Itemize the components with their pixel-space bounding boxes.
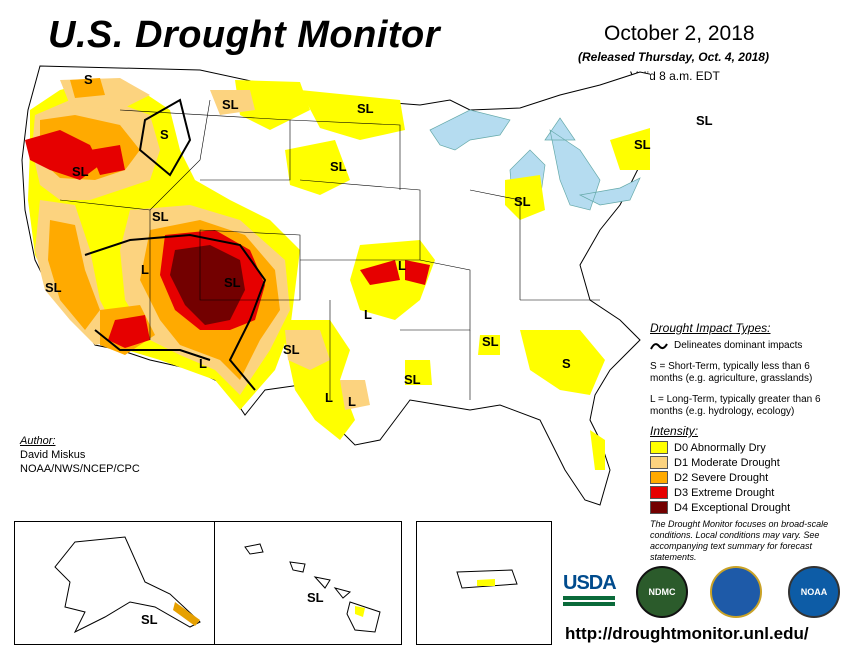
legend-swatch [650,441,668,454]
ndmc-logo: NDMC [636,566,688,618]
impact-line-icon [650,343,668,350]
legend-d0: D0 Abnormally Dry [650,440,845,455]
release-date: (Released Thursday, Oct. 4, 2018) [578,50,769,64]
legend-swatch [650,486,668,499]
map-label-s: S [160,127,169,142]
hawaii-map [244,543,381,633]
alaska-map [54,536,201,634]
map-label-s: S [84,72,93,87]
map-label-sl: SL [222,97,239,112]
d4-areas [170,245,245,325]
map-label-sl: SL [72,164,89,179]
map-label-l: L [364,307,372,322]
impact-legend: Drought Impact Types: Delineates dominan… [650,322,845,427]
map-label-sl: SL [283,342,300,357]
state-borders [59,99,600,400]
impact-line-text: Delineates dominant impacts [674,340,803,351]
puerto-rico-map [456,569,518,589]
impact-s-def: S = Short-Term, typically less than 6 mo… [650,361,813,384]
map-label-sl: SL [152,209,169,224]
website-link[interactable]: http://droughtmonitor.unl.edu/ [565,624,809,643]
conus-drought-map [21,65,650,506]
impact-lines [84,98,267,391]
legend-label: D3 Extreme Drought [674,486,775,499]
hawaii-label-sl: SL [307,590,324,605]
map-label-l: L [325,390,333,405]
map-label-l: L [141,262,149,277]
legend-d1: D1 Moderate Drought [650,455,845,470]
map-label-l: L [348,394,356,409]
valid-time: Valid 8 a.m. EDT [630,69,720,83]
map-label-sl: SL [514,194,531,209]
hawaii-inset: SL [214,521,402,645]
doc-seal-logo [710,566,762,618]
map-label-sl: SL [357,101,374,116]
legend-label: D4 Exceptional Drought [674,501,791,514]
intensity-heading: Intensity: [650,424,699,438]
map-label-s: S [562,356,571,371]
page-title: U.S. Drought Monitor [48,14,441,56]
map-label-sl: SL [330,159,347,174]
map-label-sl: SL [224,275,241,290]
usda-logo: USDA [563,572,617,612]
legend-swatch [650,501,668,514]
impact-line-row: Delineates dominant impacts [650,340,845,352]
impact-l-def: L = Long-Term, typically greater than 6 … [650,394,821,417]
impact-heading: Drought Impact Types: [650,321,771,335]
map-label-sl: SL [634,137,651,152]
legend-d4: D4 Exceptional Drought [650,500,845,515]
map-label-sl: SL [404,372,421,387]
legend-label: D2 Severe Drought [674,471,769,484]
noaa-logo: NOAA [788,566,840,618]
author-name: David Miskus [20,449,86,461]
author-block: Author: David Miskus NOAA/NWS/NCEP/CPC [20,434,140,476]
legend-swatch [650,456,668,469]
map-date: October 2, 2018 [604,22,755,45]
usda-logo-text: USDA [563,572,617,594]
intensity-legend: Intensity: D0 Abnormally Dry D1 Moderate… [650,424,845,515]
disclaimer-note: The Drought Monitor focuses on broad-sca… [650,519,829,562]
legend-d2: D2 Severe Drought [650,470,845,485]
map-label-l: L [199,356,207,371]
legend-swatch [650,471,668,484]
map-label-l: L [398,258,406,273]
legend-label: D0 Abnormally Dry [674,441,766,454]
author-org: NOAA/NWS/NCEP/CPC [20,463,140,475]
legend-d3: D3 Extreme Drought [650,485,845,500]
map-label-sl: SL [45,280,62,295]
map-label-sl: SL [482,334,499,349]
alaska-label-sl: SL [141,612,158,627]
author-heading: Author: [20,435,56,447]
map-label-sl: SL [696,113,713,128]
legend-label: D1 Moderate Drought [674,456,780,469]
puerto-rico-inset [416,521,552,645]
